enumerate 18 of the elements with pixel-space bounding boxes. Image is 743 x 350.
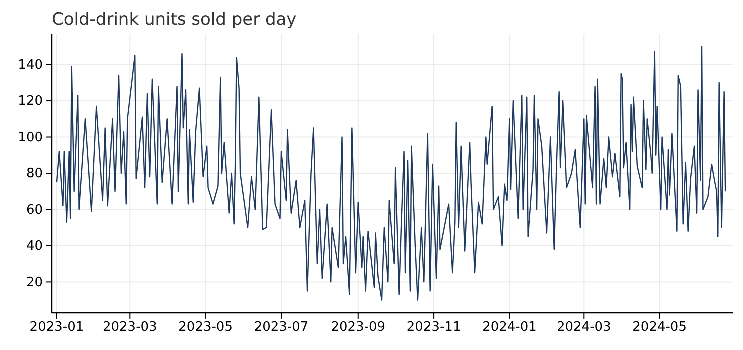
x-tick-label: 2023-07	[254, 320, 309, 336]
chart-title: Cold-drink units sold per day	[52, 10, 297, 30]
x-tick-label: 2024-03	[556, 320, 612, 336]
y-tick-label: 140	[18, 58, 43, 73]
x-tick-label: 2024-05	[632, 320, 687, 336]
y-tick-label: 120	[18, 94, 43, 110]
y-tick-label: 20	[26, 275, 43, 290]
y-tick-label: 80	[26, 166, 43, 182]
x-tick-label: 2024-01	[482, 320, 537, 336]
x-tick-label: 2023-05	[178, 320, 233, 336]
x-tick-label: 2023-03	[102, 320, 158, 336]
x-tick-label: 2023-09	[331, 320, 386, 336]
y-tick-label: 100	[18, 130, 43, 146]
x-tick-label: 2023-01	[30, 320, 84, 336]
line-series	[56, 46, 726, 301]
y-tick-label: 60	[26, 202, 43, 218]
x-tick-label: 2023-11	[406, 320, 462, 336]
y-tick-label: 40	[26, 239, 43, 254]
